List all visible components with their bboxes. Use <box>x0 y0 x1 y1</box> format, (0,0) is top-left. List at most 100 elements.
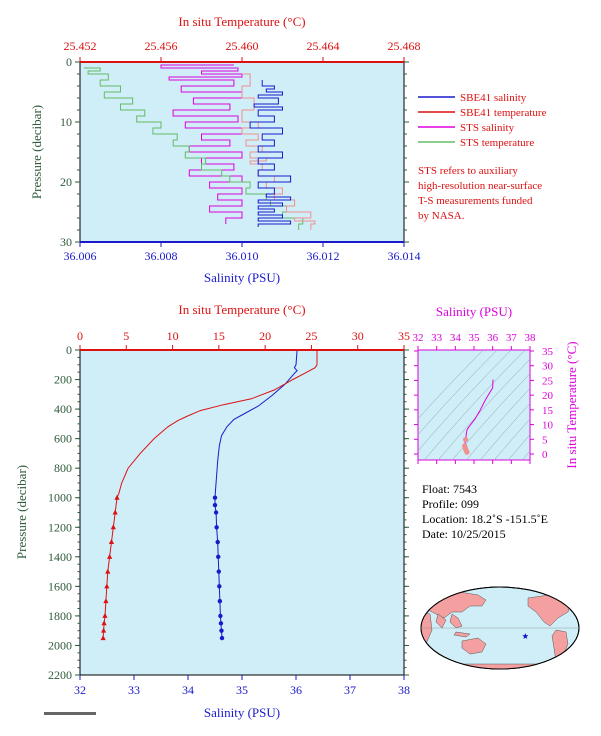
legend-label: STS salinity <box>460 122 515 134</box>
density-contour <box>451 373 530 460</box>
ts-top-tick-label: 38 <box>525 332 537 344</box>
salinity-point <box>218 621 224 626</box>
ts-top-tick-label: 37 <box>506 332 518 344</box>
top-chart: 25.452 25.456 25.460 25.464 25.468 36.006 36.0… <box>29 14 421 285</box>
y-axis-tick-label: 2200 <box>48 668 72 682</box>
top-axis-tick-label: 35 <box>398 329 410 343</box>
ts-top-tick-label: 33 <box>431 332 443 344</box>
footer-credit <box>44 712 96 715</box>
density-contour <box>493 418 530 460</box>
top-axis-tick-label: 25.460 <box>226 39 259 53</box>
ts-top-axis-label: Salinity (PSU) <box>436 304 512 319</box>
location: Location: 18.2˚S -151.5˚E <box>422 512 548 526</box>
bottom-axis-tick-label: 36.014 <box>388 249 421 263</box>
series-line-sbe41-salinity <box>249 80 292 227</box>
ts-right-tick-label: 20 <box>542 390 554 402</box>
density-contour <box>418 350 498 435</box>
temperature-point <box>110 524 116 530</box>
bottom-axis-tick-label: 36.006 <box>64 249 97 263</box>
note-line: by NASA. <box>418 210 465 222</box>
ts-right-tick-label: 5 <box>542 434 548 446</box>
y-axis-tick-label: 1600 <box>48 579 72 593</box>
temperature-point <box>104 583 110 589</box>
temperature-point <box>101 627 107 633</box>
salinity-point <box>219 635 225 641</box>
legend-item-sbe41-temperature: SBE41 temperature <box>418 107 547 119</box>
temperature-point <box>114 494 120 500</box>
salinity-point <box>219 628 224 633</box>
y-axis-tick-label: 30 <box>60 235 72 249</box>
note-line: T-S measurements funded <box>418 195 533 207</box>
salinity-point <box>212 502 218 508</box>
legend-label: SBE41 temperature <box>460 107 547 119</box>
bottom-axis-tick-label: 32 <box>74 683 86 697</box>
salinity-point <box>217 584 222 589</box>
top-chart-series <box>84 64 316 230</box>
ts-right-tick-label: 30 <box>542 361 554 373</box>
ts-top-tick-label: 36 <box>487 332 499 344</box>
ts-right-tick-label: 10 <box>542 420 554 432</box>
top-axis-tick-label: 10 <box>167 329 179 343</box>
legend-item-sts-temperature: STS temperature <box>418 137 534 149</box>
salinity-point <box>214 525 219 530</box>
temperature-point <box>100 635 106 641</box>
top-axis-tick-label: 30 <box>352 329 364 343</box>
main-chart-series <box>100 350 318 641</box>
main-chart-bottom-axis-label: Salinity (PSU) <box>204 705 280 720</box>
y-axis-tick-label: 1800 <box>48 609 72 623</box>
density-contour <box>423 350 526 460</box>
top-axis-tick-label: 25 <box>305 329 317 343</box>
salinity-point <box>212 495 218 500</box>
ts-diagram: 32 33 34 35 36 37 38 0 5 10 15 20 25 30 35 Salinity (P… <box>413 304 580 469</box>
bottom-axis-tick-label: 33 <box>128 683 140 697</box>
legend-label: SBE41 salinity <box>460 92 527 104</box>
top-axis-tick-label: 20 <box>259 329 271 343</box>
y-axis-tick-label: 1400 <box>48 550 72 564</box>
float-star-icon <box>522 633 529 639</box>
ts-top-tick-label: 32 <box>413 332 424 344</box>
series-line-sts-salinity <box>160 64 243 224</box>
top-axis-tick-label: 5 <box>123 329 129 343</box>
bottom-axis-tick-label: 36.010 <box>226 249 259 263</box>
temperature-point <box>108 539 115 545</box>
temperature-point <box>101 620 107 626</box>
temperature-point <box>102 612 108 618</box>
ts-series <box>418 350 530 460</box>
note-line: high-resolution near-surface <box>418 180 542 192</box>
ts-plot-area <box>417 349 531 461</box>
y-axis-tick-label: 0 <box>66 343 72 357</box>
float-info: Float: 7543 Profile: 099 Location: 18.2˚… <box>422 482 548 541</box>
top-chart-top-axis-label: In situ Temperature (°C) <box>178 14 305 29</box>
bottom-axis-tick-label: 36 <box>290 683 302 697</box>
y-axis-tick-label: 400 <box>54 402 72 416</box>
note-line: STS refers to auxiliary <box>418 165 518 177</box>
series-line-sbe41-temperature <box>241 73 316 230</box>
y-axis-tick-label: 1000 <box>48 491 72 505</box>
bottom-axis-tick-label: 38 <box>398 683 410 697</box>
bottom-axis-tick-label: 34 <box>182 683 194 697</box>
salinity-point <box>216 569 221 574</box>
salinity-point <box>213 510 219 515</box>
temperature-profile-line <box>102 350 318 639</box>
ts-right-tick-label: 25 <box>542 375 554 387</box>
top-chart-y-axis-label: Pressure (decibar) <box>29 105 44 199</box>
legend: SBE41 salinity SBE41 temperature STS sal… <box>418 92 547 149</box>
y-axis-tick-label: 1200 <box>48 520 72 534</box>
bottom-axis-tick-label: 36.012 <box>307 249 340 263</box>
top-axis-tick-label: 0 <box>77 329 83 343</box>
temperature-point <box>103 598 109 604</box>
ts-top-tick-label: 35 <box>469 332 481 344</box>
profile-number: Profile: 099 <box>422 497 479 511</box>
top-axis-tick-label: 25.464 <box>307 39 340 53</box>
y-axis-tick-label: 10 <box>60 115 72 129</box>
sts-note: STS refers to auxiliary high-resolution … <box>418 165 542 222</box>
temperature-point <box>112 509 118 515</box>
y-axis-tick-label: 20 <box>60 175 72 189</box>
density-contour <box>418 350 512 452</box>
density-contour <box>437 358 530 460</box>
legend-item-sbe41-salinity: SBE41 salinity <box>418 92 527 104</box>
ts-right-tick-label: 15 <box>542 405 554 417</box>
bottom-axis-tick-label: 35 <box>236 683 248 697</box>
y-axis-tick-label: 600 <box>54 432 72 446</box>
